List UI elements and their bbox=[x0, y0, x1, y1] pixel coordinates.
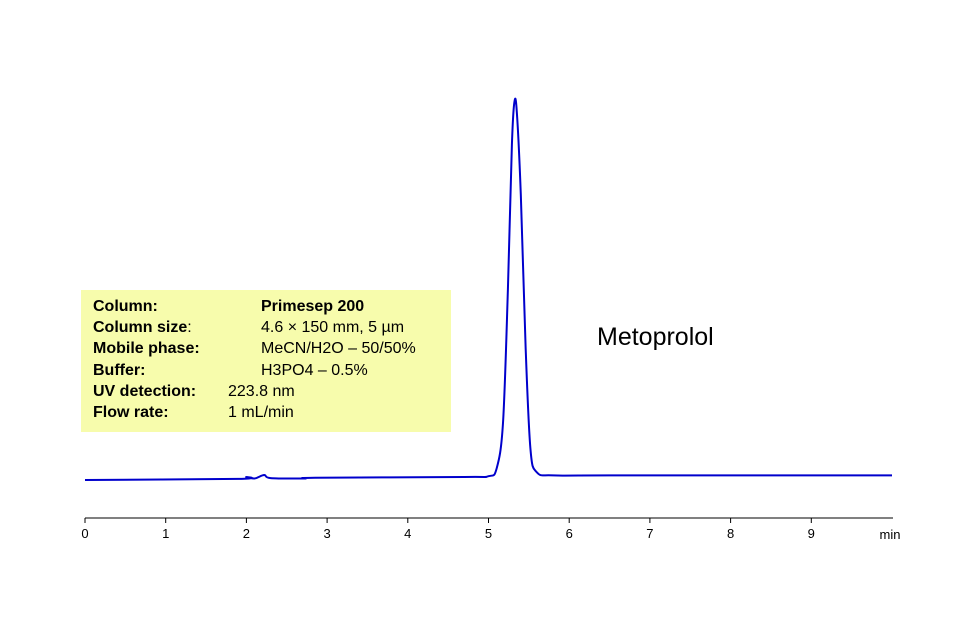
info-row-flow-rate: Flow rate: 1 mL/min bbox=[93, 402, 451, 423]
info-value: H3PO4 – 0.5% bbox=[261, 361, 368, 379]
info-row-mobile-phase: Mobile phase: MeCN/H2O – 50/50% bbox=[93, 338, 451, 359]
info-label: Column size: bbox=[93, 319, 192, 337]
info-row-column: Column: Primesep 200 bbox=[93, 296, 451, 317]
info-row-buffer: Buffer: H3PO4 – 0.5% bbox=[93, 360, 451, 381]
x-tick-label: 6 bbox=[566, 526, 573, 541]
info-label: Column: bbox=[93, 298, 158, 315]
info-row-uv-detection: UV detection: 223.8 nm bbox=[93, 381, 451, 402]
x-tick-label: 1 bbox=[162, 526, 169, 541]
x-tick-label: 3 bbox=[323, 526, 330, 541]
info-value: Primesep 200 bbox=[261, 298, 365, 315]
method-info-box: Column: Primesep 200 Column size: 4.6 × … bbox=[81, 290, 451, 432]
info-label: Mobile phase: bbox=[93, 340, 200, 358]
x-tick-label: 2 bbox=[243, 526, 250, 541]
x-axis-unit-label: min bbox=[880, 527, 901, 542]
peak-label-metoprolol: Metoprolol bbox=[597, 323, 714, 351]
x-tick-label: 7 bbox=[646, 526, 653, 541]
x-tick-label: 9 bbox=[808, 526, 815, 541]
info-value: 4.6 × 150 mm, 5 µm bbox=[261, 319, 405, 337]
x-tick-label: 8 bbox=[727, 526, 734, 541]
x-axis: 0 1 2 3 4 5 6 7 8 9 min bbox=[81, 517, 901, 542]
info-value: MeCN/H2O – 50/50% bbox=[261, 340, 416, 358]
info-label: Flow rate: bbox=[93, 403, 169, 421]
info-value: 1 mL/min bbox=[228, 403, 294, 421]
chromatogram-trace bbox=[84, 97, 892, 481]
info-label: UV detection: bbox=[93, 382, 197, 400]
info-row-column-size: Column size: 4.6 × 150 mm, 5 µm bbox=[93, 317, 451, 338]
info-value: 223.8 nm bbox=[228, 382, 295, 400]
x-tick-label: 4 bbox=[404, 526, 411, 541]
info-label: Buffer: bbox=[93, 361, 146, 379]
x-tick-label: 5 bbox=[485, 526, 492, 541]
x-tick-label: 0 bbox=[81, 526, 88, 541]
